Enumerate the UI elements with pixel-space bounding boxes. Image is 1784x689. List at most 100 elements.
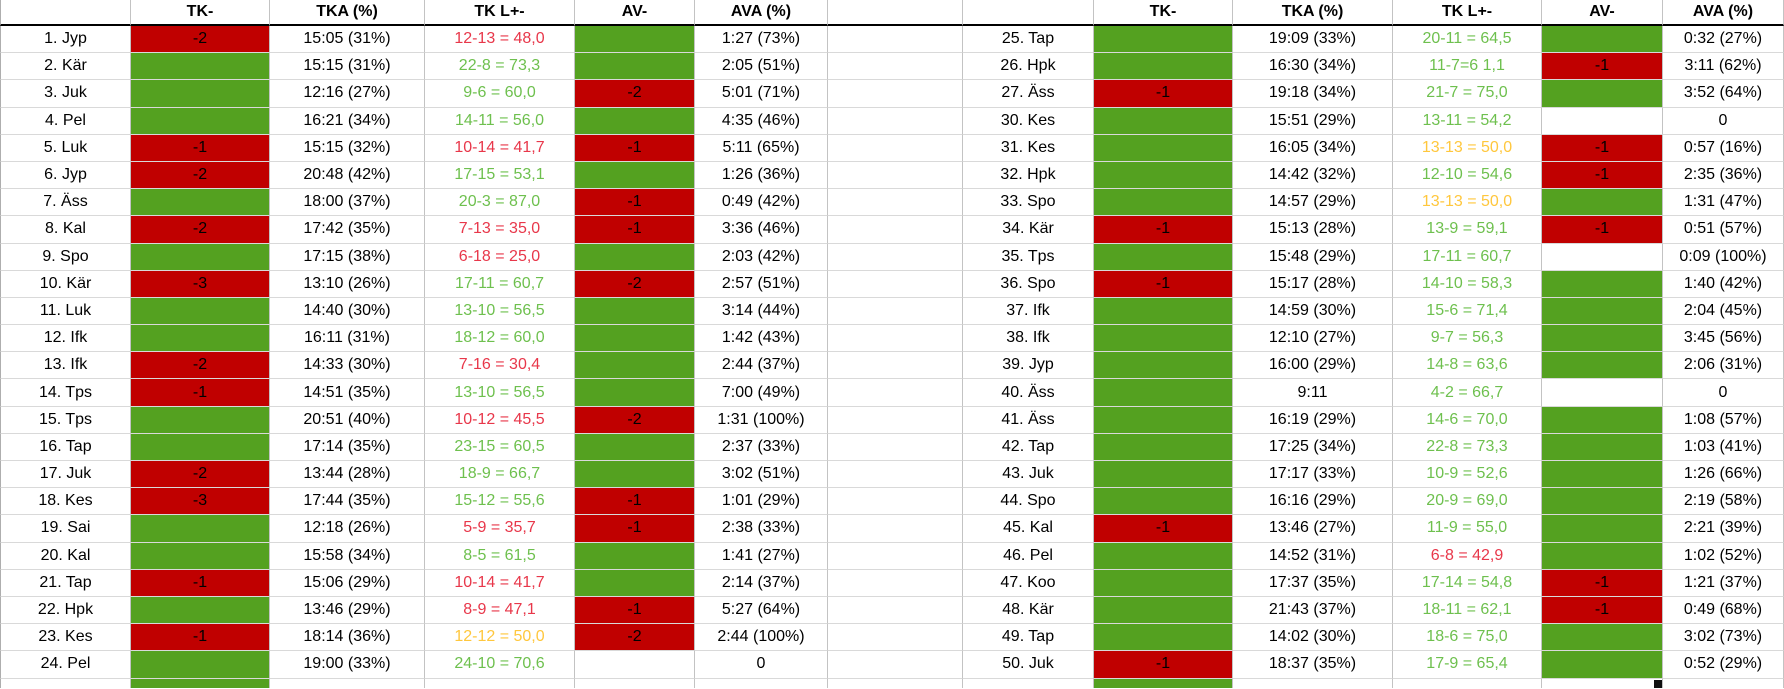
tk-l-cell[interactable]: 6-8 = 42,9 [1393, 542, 1542, 570]
left-header-player-column[interactable] [0, 0, 131, 26]
player-cell[interactable]: 46. Pel [963, 542, 1094, 570]
tk-minus-cell[interactable]: -2 [131, 352, 270, 380]
av-minus-cell[interactable]: -1 [575, 515, 695, 543]
ava-cell[interactable]: 1:01 (29%) [695, 488, 828, 516]
player-cell[interactable]: 18. Kes [0, 488, 131, 516]
av-minus-cell[interactable] [575, 542, 695, 570]
tk-l-cell[interactable]: 10-9 = 52,6 [1393, 461, 1542, 489]
tk-l-cell[interactable]: 24-10 = 70,6 [425, 651, 575, 679]
tk-minus-cell[interactable] [131, 651, 270, 679]
tk-minus-cell[interactable]: -1 [1094, 651, 1233, 679]
tka-cell[interactable]: 17:17 (33%) [1233, 461, 1393, 489]
right-header-player-column[interactable] [963, 0, 1094, 26]
tk-minus-cell[interactable] [1094, 325, 1233, 353]
player-cell[interactable]: 26. Hpk [963, 53, 1094, 81]
tk-minus-cell[interactable] [1094, 624, 1233, 652]
tk-minus-cell[interactable]: -2 [131, 26, 270, 54]
av-minus-cell[interactable] [1542, 80, 1663, 108]
tka-cell[interactable]: 13:10 (26%) [270, 270, 425, 298]
right-header-tka[interactable]: TKA (%) [1233, 0, 1393, 26]
av-minus-cell[interactable] [1542, 379, 1663, 407]
tk-minus-cell[interactable] [1094, 134, 1233, 162]
av-minus-cell[interactable] [1542, 651, 1663, 679]
av-minus-cell[interactable] [1542, 433, 1663, 461]
tk-minus-cell[interactable] [1094, 53, 1233, 81]
tk-l-cell[interactable]: 20-3 = 87,0 [425, 189, 575, 217]
tk-minus-cell[interactable] [1094, 26, 1233, 54]
tk-minus-cell[interactable] [131, 406, 270, 434]
tk-l-cell[interactable]: 17-11 = 60,7 [425, 270, 575, 298]
tka-cell[interactable]: 16:05 (34%) [1233, 134, 1393, 162]
tka-cell[interactable]: 14:40 (30%) [270, 297, 425, 326]
player-cell[interactable]: 14. Tps [0, 379, 131, 407]
tk-minus-cell[interactable] [131, 325, 270, 353]
ava-cell[interactable]: 5:01 (71%) [695, 80, 828, 108]
ava-cell[interactable]: 0 [1663, 107, 1784, 135]
tk-l-cell[interactable]: 5-9 = 35,7 [425, 515, 575, 543]
player-cell[interactable]: 31. Kes [963, 134, 1094, 162]
tk-l-cell[interactable]: 12-10 = 54,6 [1393, 161, 1542, 190]
tk-l-cell[interactable]: 14-6 = 70,0 [1393, 406, 1542, 434]
player-cell[interactable]: 7. Äss [0, 189, 131, 217]
ava-cell[interactable]: 0:52 (29%) [1663, 651, 1784, 679]
tka-cell[interactable]: 15:05 (31%) [270, 26, 425, 54]
player-cell[interactable]: 45. Kal [963, 515, 1094, 543]
tk-minus-cell[interactable] [131, 542, 270, 570]
tk-minus-cell[interactable] [1094, 569, 1233, 597]
tka-cell[interactable]: 14:59 (30%) [1233, 297, 1393, 326]
tka-cell[interactable]: 19:09 (33%) [1233, 26, 1393, 54]
tk-l-cell[interactable]: 14-11 = 56,0 [425, 107, 575, 135]
player-cell[interactable]: 44. Spo [963, 488, 1094, 516]
tk-l-cell[interactable]: 14-10 = 58,3 [1393, 270, 1542, 298]
player-cell[interactable]: 35. Tps [963, 243, 1094, 271]
tka-cell[interactable]: 17:37 (35%) [1233, 569, 1393, 597]
tka-cell[interactable]: 15:15 (32%) [270, 134, 425, 162]
ava-cell[interactable]: 2:05 (51%) [695, 53, 828, 81]
tka-cell[interactable]: 17:42 (35%) [270, 216, 425, 244]
ava-cell[interactable]: 2:35 (36%) [1663, 161, 1784, 190]
tk-minus-cell[interactable] [131, 433, 270, 461]
tk-l-cell[interactable]: 18-11 = 62,1 [1393, 596, 1542, 625]
player-cell[interactable]: 34. Kär [963, 216, 1094, 244]
tka-cell[interactable]: 20:48 (42%) [270, 161, 425, 190]
av-minus-cell[interactable] [1542, 515, 1663, 543]
tk-minus-cell[interactable] [1094, 243, 1233, 271]
player-cell[interactable]: 8. Kal [0, 216, 131, 244]
tk-l-cell[interactable]: 22-8 = 73,3 [1393, 433, 1542, 461]
tka-cell[interactable]: 13:46 (29%) [270, 596, 425, 625]
av-minus-cell[interactable] [575, 569, 695, 597]
av-minus-cell[interactable]: -1 [1542, 161, 1663, 190]
tk-minus-cell[interactable]: -1 [131, 624, 270, 652]
player-cell[interactable]: 5. Luk [0, 134, 131, 162]
tk-l-cell[interactable]: 20-9 = 69,0 [1393, 488, 1542, 516]
av-minus-cell[interactable] [575, 161, 695, 190]
player-cell[interactable]: 47. Koo [963, 569, 1094, 597]
ava-cell[interactable]: 1:26 (36%) [695, 161, 828, 190]
ava-cell[interactable]: 3:02 (51%) [695, 461, 828, 489]
tk-minus-cell[interactable] [1094, 161, 1233, 190]
tk-l-cell[interactable]: 18-12 = 60,0 [425, 325, 575, 353]
tk-l-cell[interactable]: 13-13 = 50,0 [1393, 189, 1542, 217]
ava-cell[interactable]: 2:44 (37%) [695, 352, 828, 380]
player-cell[interactable]: 43. Juk [963, 461, 1094, 489]
av-minus-cell[interactable] [575, 297, 695, 326]
player-cell[interactable]: 3. Juk [0, 80, 131, 108]
tk-l-cell[interactable]: 9-7 = 56,3 [1393, 325, 1542, 353]
ava-cell[interactable]: 2:38 (33%) [695, 515, 828, 543]
right-header-tk-l[interactable]: TK L+- [1393, 0, 1542, 26]
ava-cell[interactable]: 1:21 (37%) [1663, 569, 1784, 597]
tk-l-cell[interactable]: 7-13 = 35,0 [425, 216, 575, 244]
ava-cell[interactable]: 7:00 (49%) [695, 379, 828, 407]
av-minus-cell[interactable]: -1 [1542, 569, 1663, 597]
left-header-ava[interactable]: AVA (%) [695, 0, 828, 26]
player-cell[interactable]: 39. Jyp [963, 352, 1094, 380]
tka-cell[interactable]: 14:02 (30%) [1233, 624, 1393, 652]
ava-cell[interactable]: 3:11 (62%) [1663, 53, 1784, 81]
tk-minus-cell[interactable]: -1 [1094, 515, 1233, 543]
tka-cell[interactable]: 15:51 (29%) [1233, 107, 1393, 135]
av-minus-cell[interactable]: -1 [575, 488, 695, 516]
ava-cell[interactable]: 1:31 (100%) [695, 406, 828, 434]
player-cell[interactable]: 10. Kär [0, 270, 131, 298]
tka-cell[interactable]: 21:43 (37%) [1233, 596, 1393, 625]
tka-cell[interactable]: 14:33 (30%) [270, 352, 425, 380]
